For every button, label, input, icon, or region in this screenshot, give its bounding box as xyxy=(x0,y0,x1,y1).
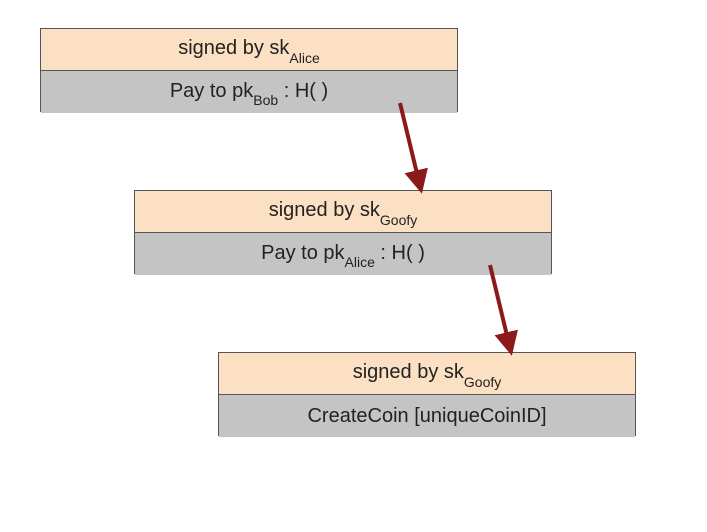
signed-text: signed by skGoofy xyxy=(269,199,418,224)
body-row: CreateCoin [uniqueCoinID] xyxy=(219,395,635,437)
transaction-box-1: signed by skAlice Pay to pkBob : H( ) xyxy=(40,28,458,112)
signed-row: signed by skAlice xyxy=(41,29,457,71)
transaction-box-2: signed by skGoofy Pay to pkAlice : H( ) xyxy=(134,190,552,274)
transaction-box-3: signed by skGoofy CreateCoin [uniqueCoin… xyxy=(218,352,636,436)
signed-row: signed by skGoofy xyxy=(135,191,551,233)
body-text: Pay to pkAlice : H( ) xyxy=(261,242,425,267)
signed-text: signed by skAlice xyxy=(178,37,320,62)
body-row: Pay to pkAlice : H( ) xyxy=(135,233,551,275)
signed-text: signed by skGoofy xyxy=(353,361,502,386)
body-text: CreateCoin [uniqueCoinID] xyxy=(307,405,546,428)
arrow-2 xyxy=(490,265,510,348)
body-row: Pay to pkBob : H( ) xyxy=(41,71,457,113)
arrow-1 xyxy=(400,103,420,186)
signed-row: signed by skGoofy xyxy=(219,353,635,395)
body-text: Pay to pkBob : H( ) xyxy=(170,80,328,105)
